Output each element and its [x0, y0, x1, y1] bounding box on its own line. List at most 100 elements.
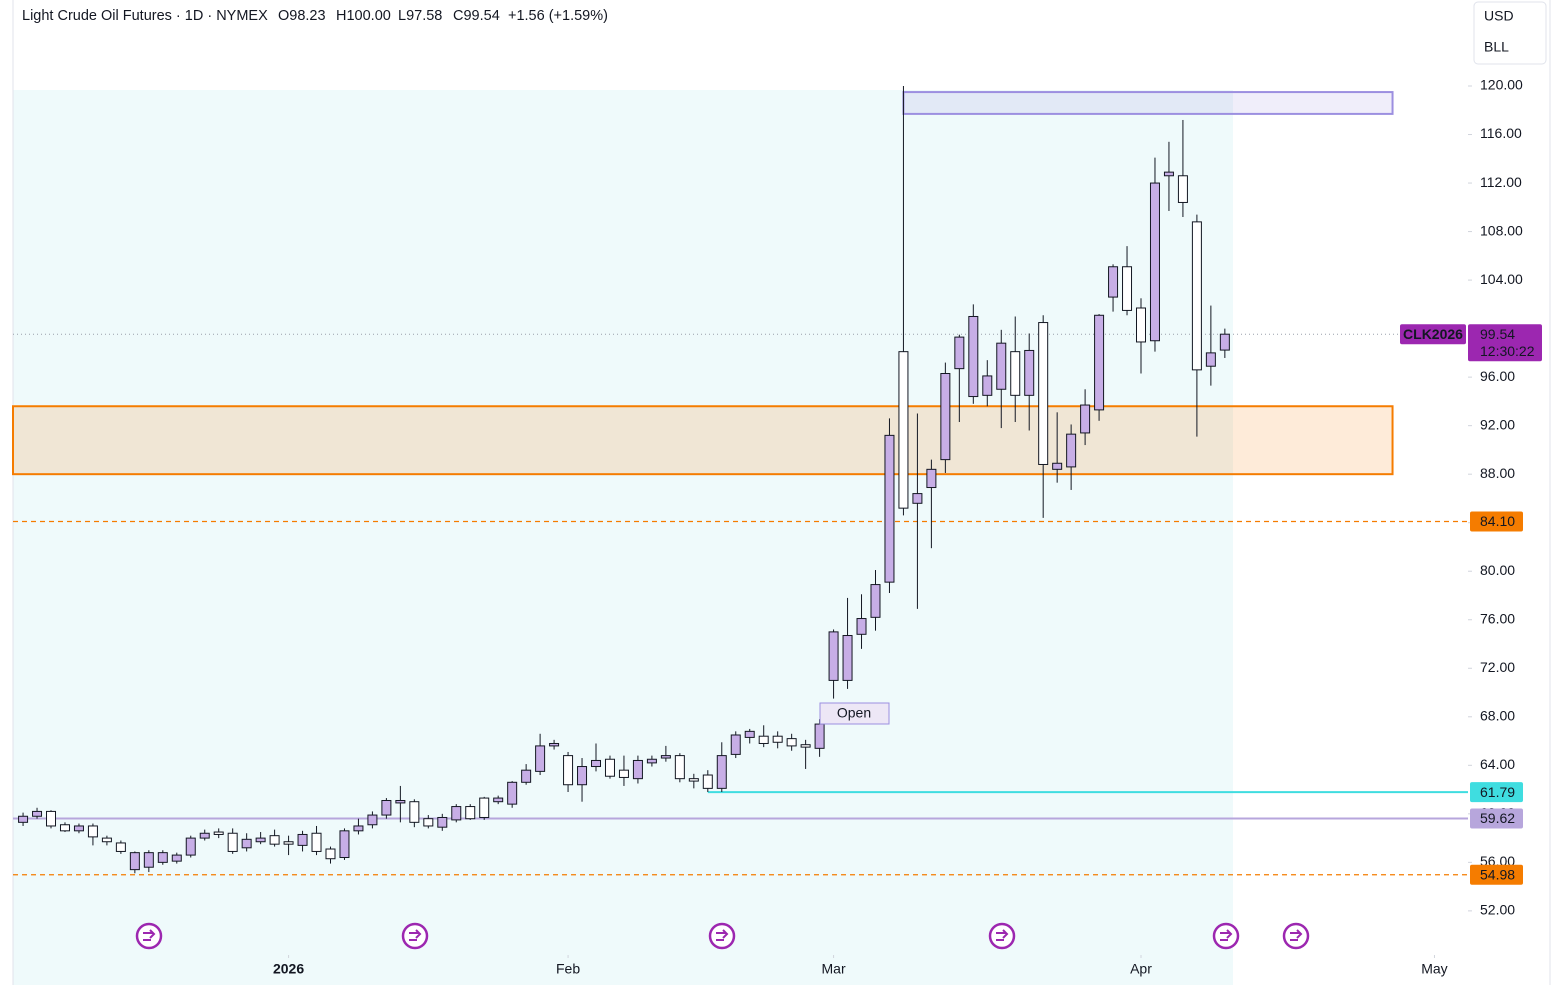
event-icon[interactable]	[1282, 922, 1310, 950]
event-icon[interactable]	[1212, 922, 1240, 950]
y-tick-label: 104.00	[1480, 271, 1523, 287]
candle-body	[856, 618, 867, 635]
y-tick-label: 116.00	[1480, 125, 1522, 141]
event-icon-arrow[interactable]	[1290, 929, 1303, 941]
candle-body	[744, 730, 755, 738]
candle-body	[157, 852, 168, 863]
candle-body	[129, 852, 140, 871]
candle-body	[395, 799, 406, 804]
event-icon-arrow[interactable]	[409, 929, 422, 941]
candle-body	[1205, 352, 1216, 367]
candle-body	[1010, 351, 1021, 396]
header-close: C99.54	[453, 8, 500, 24]
candle-body	[283, 841, 294, 845]
candle-body	[171, 854, 182, 862]
candle-body	[982, 375, 993, 396]
y-tick-label: 112.00	[1480, 174, 1522, 190]
event-icon-arrow[interactable]	[1220, 929, 1233, 941]
candle-body	[954, 336, 965, 370]
event-icon[interactable]	[401, 922, 429, 950]
candle-body	[1191, 221, 1202, 371]
event-icon-arrow[interactable]	[143, 929, 156, 941]
candle-body	[674, 755, 685, 780]
event-icon[interactable]	[988, 922, 1016, 950]
candle-body	[688, 778, 699, 782]
candle-body	[591, 759, 602, 768]
zone	[902, 91, 1394, 115]
events	[135, 922, 1310, 950]
candle-body	[1149, 182, 1160, 342]
candle-body	[730, 734, 741, 755]
currency[interactable]: USD	[1484, 8, 1514, 24]
last-price-label: 99.54	[1480, 326, 1515, 342]
symbol-tag	[1400, 324, 1466, 345]
y-tick-label: 64.00	[1480, 756, 1515, 772]
candle-body	[32, 810, 43, 817]
candle-body	[115, 842, 126, 852]
candle-body	[227, 832, 238, 852]
candle-body	[451, 806, 462, 821]
candle-body	[339, 830, 350, 859]
candle-body	[311, 832, 322, 852]
candle-body	[241, 838, 252, 849]
candle-body	[996, 342, 1007, 390]
y-tick-label: 120.00	[1480, 77, 1523, 93]
unit[interactable]: BLL	[1484, 39, 1509, 55]
candle-body	[18, 815, 29, 823]
y-tick-label: 72.00	[1480, 659, 1515, 675]
candle-body	[814, 723, 825, 749]
candle-body	[59, 824, 70, 832]
price-line-tag	[1470, 808, 1523, 829]
x-tick-label: 2026	[273, 961, 304, 977]
candle-body	[912, 493, 923, 504]
candle-body	[898, 351, 909, 509]
currency-box[interactable]	[1473, 1, 1547, 65]
candle-body	[549, 742, 560, 747]
candle-body	[604, 758, 615, 777]
event-icon[interactable]	[135, 922, 163, 950]
header-open: O98.23	[278, 8, 326, 24]
candle-body	[269, 835, 280, 845]
candle-body	[1163, 171, 1174, 177]
y-tick-label: 80.00	[1480, 562, 1515, 578]
annotation-box	[819, 702, 890, 725]
candle-body	[772, 735, 783, 743]
y-tick-label: 88.00	[1480, 465, 1515, 481]
event-icon[interactable]	[708, 922, 736, 950]
symbol-title[interactable]: Light Crude Oil Futures · 1D · NYMEX	[22, 8, 268, 24]
price-line-label: 54.98	[1480, 866, 1515, 882]
candle-body	[1038, 322, 1049, 465]
candle-body	[870, 584, 881, 618]
candle-body	[1080, 404, 1091, 434]
candle-body	[1219, 333, 1230, 351]
zone	[12, 405, 1394, 476]
event-icon-arrow[interactable]	[996, 929, 1009, 941]
candle-body	[367, 814, 378, 826]
event-icon-arrow[interactable]	[716, 929, 729, 941]
candle-body	[437, 816, 448, 828]
candle-body	[507, 781, 518, 805]
candle-body	[185, 837, 196, 856]
candle-body	[423, 818, 434, 827]
candle-body	[842, 635, 853, 681]
candle-body	[535, 745, 546, 772]
candle-body	[940, 372, 951, 461]
annotation: Open	[837, 705, 871, 721]
y-tick-label: 96.00	[1480, 368, 1515, 384]
price-line-tag	[1470, 782, 1523, 803]
x-tick-label: Feb	[556, 961, 580, 977]
candle-body	[199, 832, 210, 839]
candle-body	[101, 837, 112, 843]
countdown-label: 12:30:22	[1480, 343, 1535, 359]
price-line-label: 59.62	[1480, 810, 1515, 826]
candle-body	[409, 801, 420, 823]
x-tick-label: Apr	[1130, 961, 1152, 977]
candle-body	[968, 315, 979, 398]
candle-body	[297, 833, 308, 846]
price-line-label: 61.79	[1480, 784, 1515, 800]
candle-body	[493, 797, 504, 803]
candle-body	[660, 755, 671, 759]
candle-body	[465, 806, 476, 820]
y-tick-label: 76.00	[1480, 610, 1515, 626]
